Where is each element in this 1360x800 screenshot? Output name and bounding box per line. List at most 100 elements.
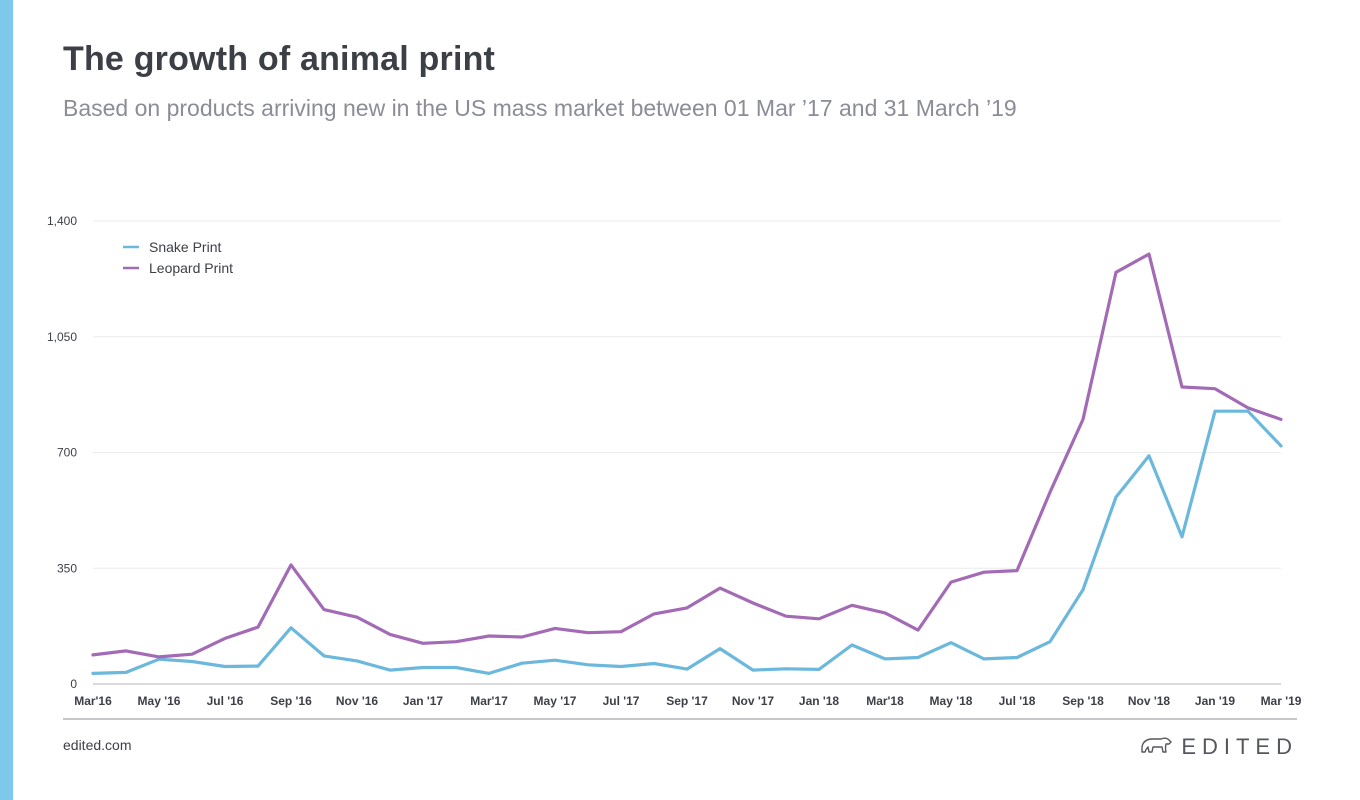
legend: Snake Print Leopard Print	[123, 239, 233, 276]
data-point	[685, 606, 689, 610]
data-point	[421, 665, 425, 669]
x-tick-label: May '17	[534, 694, 577, 708]
data-point	[586, 663, 590, 667]
data-point	[850, 603, 854, 607]
data-point	[1048, 640, 1052, 644]
x-tick-label: Jan '18	[799, 694, 840, 708]
data-point	[652, 612, 656, 616]
y-tick-label: 1,050	[47, 330, 77, 344]
data-point	[1213, 387, 1217, 391]
data-point	[982, 570, 986, 574]
data-point	[1180, 385, 1184, 389]
data-point	[916, 628, 920, 632]
data-point	[289, 563, 293, 567]
data-point	[256, 625, 260, 629]
x-tick-label: Mar '19	[1261, 694, 1302, 708]
data-point	[1279, 444, 1283, 448]
x-tick-label: Mar'17	[470, 694, 508, 708]
legend-label: Leopard Print	[149, 260, 233, 276]
data-point	[553, 658, 557, 662]
legend-label: Snake Print	[149, 239, 221, 255]
data-point	[949, 641, 953, 645]
data-point	[520, 635, 524, 639]
data-point	[850, 643, 854, 647]
data-point	[883, 611, 887, 615]
data-point	[1246, 406, 1250, 410]
data-point	[817, 617, 821, 621]
y-tick-label: 0	[70, 677, 77, 691]
data-point	[1114, 495, 1118, 499]
data-point	[1147, 252, 1151, 256]
y-tick-label: 1,400	[47, 214, 77, 228]
x-axis-ticks: Mar'16 May '16 Jul '16 Sep '16 Nov '16 Jan '1…	[74, 694, 1302, 708]
y-tick-label: 350	[57, 561, 77, 575]
data-point	[355, 615, 359, 619]
brand-logo-text: EDITED	[1181, 733, 1298, 759]
series-lines	[91, 252, 1283, 676]
data-point	[322, 608, 326, 612]
accent-bar	[0, 0, 13, 800]
data-point	[223, 636, 227, 640]
data-point	[520, 661, 524, 665]
data-point	[487, 634, 491, 638]
data-point	[190, 652, 194, 656]
data-point	[421, 641, 425, 645]
data-point	[91, 671, 95, 675]
data-point	[949, 580, 953, 584]
data-point	[586, 631, 590, 635]
x-tick-label: Jan '19	[1195, 694, 1236, 708]
data-point	[322, 654, 326, 658]
data-point	[784, 667, 788, 671]
data-point	[883, 657, 887, 661]
data-point	[1048, 490, 1052, 494]
data-point	[553, 626, 557, 630]
x-tick-label: Nov '18	[1128, 694, 1171, 708]
data-point	[289, 626, 293, 630]
data-point	[982, 657, 986, 661]
data-point	[619, 630, 623, 634]
data-point	[817, 667, 821, 671]
data-point	[388, 632, 392, 636]
data-point	[1147, 454, 1151, 458]
data-point	[1180, 535, 1184, 539]
data-point	[718, 647, 722, 651]
polar-bear-icon	[1139, 733, 1173, 760]
data-point	[652, 661, 656, 665]
data-point	[190, 660, 194, 664]
data-point	[1081, 588, 1085, 592]
x-tick-label: Mar'18	[866, 694, 904, 708]
data-point	[1015, 569, 1019, 573]
x-tick-label: Sep '18	[1062, 694, 1104, 708]
x-tick-label: Sep '16	[270, 694, 312, 708]
data-point	[91, 653, 95, 657]
chart-title: The growth of animal print	[63, 40, 496, 78]
data-point	[223, 664, 227, 668]
data-point	[1279, 417, 1283, 421]
x-tick-label: Nov '17	[732, 694, 775, 708]
data-point	[1213, 409, 1217, 413]
data-point	[1015, 656, 1019, 660]
x-tick-label: Jan '17	[403, 694, 444, 708]
data-point	[157, 655, 161, 659]
data-point	[124, 649, 128, 653]
data-point	[916, 656, 920, 660]
gridlines	[93, 220, 1281, 685]
x-tick-label: Mar'16	[74, 694, 112, 708]
y-axis-ticks: 0 350 700 1,050 1,400	[47, 214, 77, 691]
x-tick-label: May '18	[930, 694, 973, 708]
data-point	[487, 671, 491, 675]
x-tick-label: Nov '16	[336, 694, 379, 708]
data-point	[619, 664, 623, 668]
data-point	[751, 668, 755, 672]
x-tick-label: Jul '17	[603, 694, 640, 708]
data-point	[454, 640, 458, 644]
data-point	[751, 601, 755, 605]
x-tick-label: Jul '16	[207, 694, 244, 708]
footer-site-link[interactable]: edited.com	[63, 737, 132, 753]
series-line-snake-print	[91, 409, 1283, 676]
data-point	[355, 659, 359, 663]
data-point	[784, 614, 788, 618]
data-point	[388, 668, 392, 672]
data-point	[718, 586, 722, 590]
